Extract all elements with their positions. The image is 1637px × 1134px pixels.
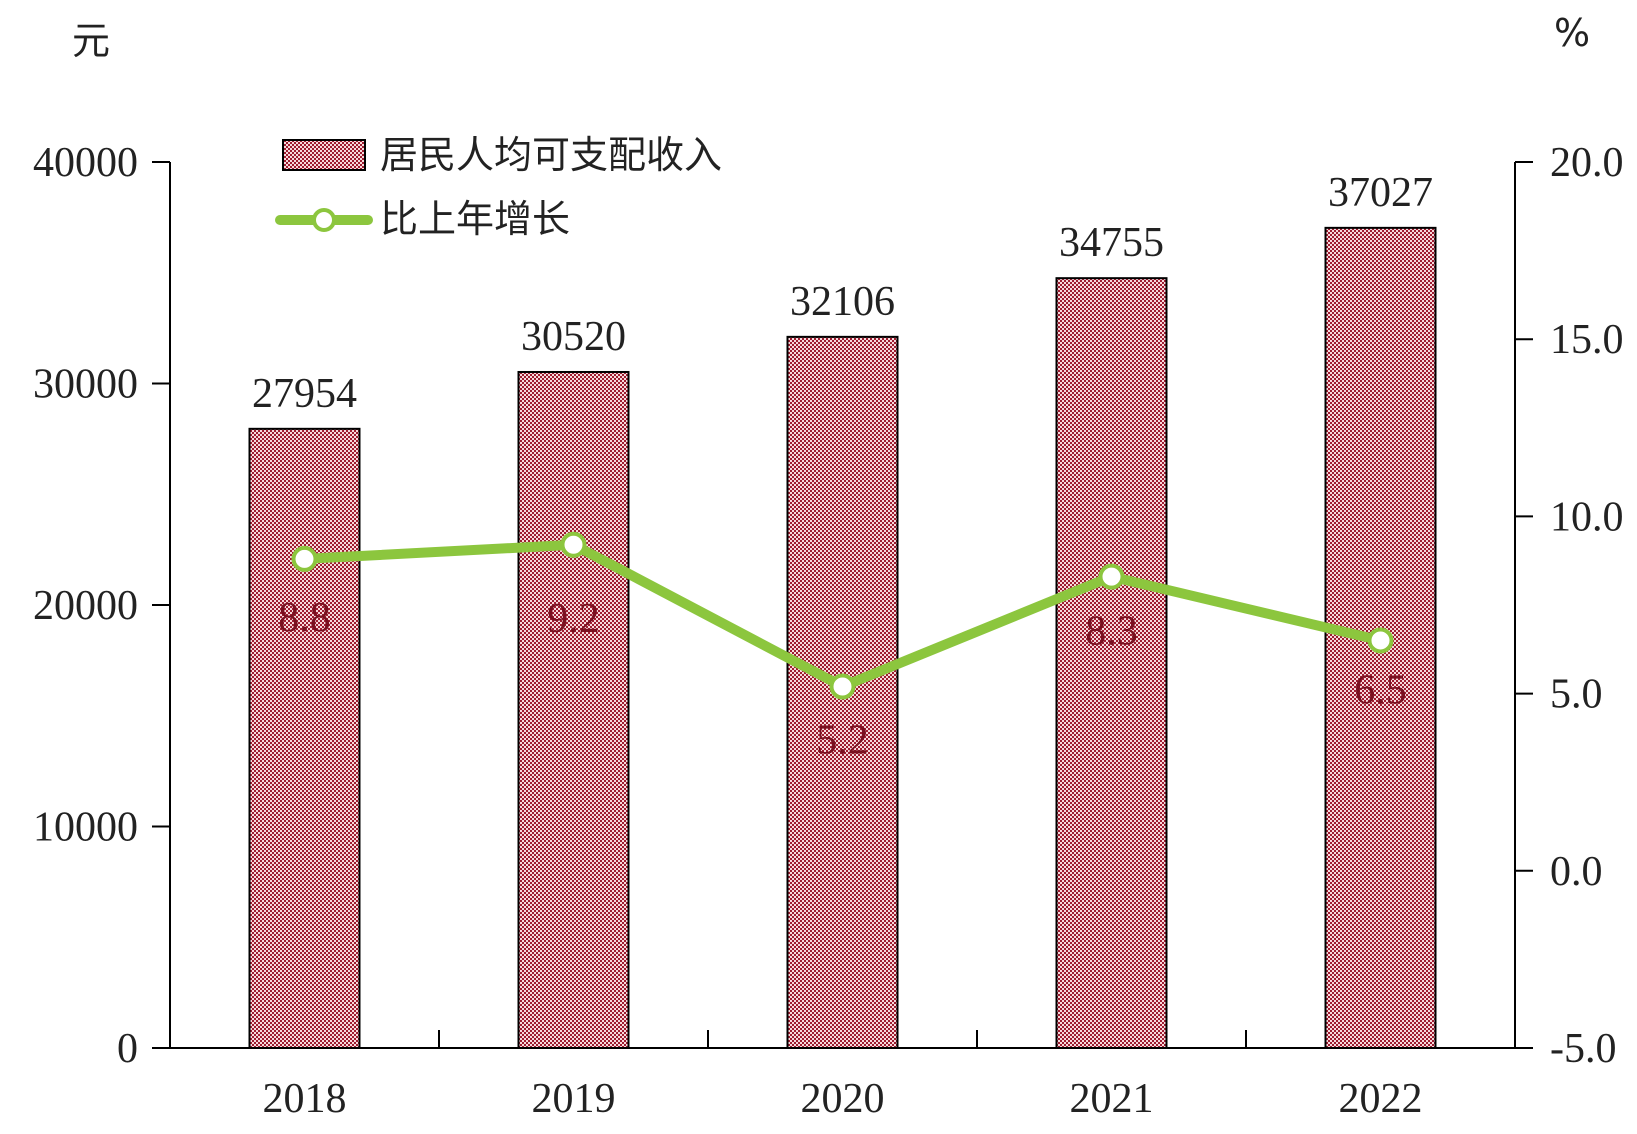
growth-point-2021	[1098, 563, 1125, 590]
right-tick-label-5.0: 5.0	[1550, 672, 1603, 718]
bar-value-label-2022: 37027	[1328, 170, 1433, 216]
right-tick-label-10.0: 10.0	[1550, 494, 1624, 540]
legend-line-marker	[312, 208, 336, 232]
growth-point-2022	[1367, 627, 1394, 654]
growth-value-label-2022: 6.5	[1354, 667, 1407, 713]
right-tick-label-20.0: 20.0	[1550, 140, 1624, 186]
growth-point-2019	[560, 531, 587, 558]
right-axis-unit: %	[1554, 11, 1590, 55]
left-tick-label-40000: 40000	[33, 140, 138, 186]
growth-line-group	[291, 531, 1394, 700]
left-tick-label-10000: 10000	[33, 805, 138, 851]
bar-value-label-2021: 34755	[1059, 220, 1164, 266]
x-tick-label-2020: 2020	[801, 1076, 885, 1122]
x-tick-label-2021: 2021	[1070, 1076, 1154, 1122]
left-tick-label-0: 0	[117, 1026, 138, 1072]
right-tick-label-0.0: 0.0	[1550, 849, 1603, 895]
left-axis-unit: 元	[72, 19, 110, 63]
growth-point-2018	[291, 545, 318, 572]
growth-value-label-2020: 5.2	[816, 718, 869, 764]
legend-bar-swatch	[282, 139, 366, 171]
bar-value-label-2019: 30520	[521, 314, 626, 360]
bar-2018	[248, 427, 361, 1049]
growth-value-label-2018: 8.8	[278, 595, 331, 641]
right-tick-label-15.0: 15.0	[1550, 317, 1624, 363]
growth-point-2020	[829, 673, 856, 700]
x-tick-label-2018: 2018	[263, 1076, 347, 1122]
bar-2021	[1055, 277, 1168, 1049]
growth-value-label-2019: 9.2	[547, 596, 600, 642]
legend-bar-label: 居民人均可支配收入	[380, 133, 722, 177]
left-tick-label-30000: 30000	[33, 362, 138, 408]
left-tick-label-20000: 20000	[33, 583, 138, 629]
legend: 居民人均可支配收入 比上年增长	[275, 133, 722, 241]
x-tick-label-2019: 2019	[532, 1076, 616, 1122]
x-tick-label-2022: 2022	[1339, 1076, 1423, 1122]
bar-2019	[517, 370, 630, 1049]
growth-value-label-2021: 8.3	[1085, 609, 1138, 655]
bar-value-label-2018: 27954	[252, 371, 357, 417]
right-tick-label--5.0: -5.0	[1550, 1026, 1617, 1072]
legend-line-label: 比上年增长	[380, 197, 570, 241]
bar-value-label-2020: 32106	[790, 279, 895, 325]
axes: 0 10000 20000 30000 40000 -5.0 0.0 5.0 10.0 15.0 2…	[33, 140, 1624, 1122]
bars	[248, 226, 1437, 1050]
data-labels: 27954 30520 32106 34755 37027 8.8 9.2 5.2 8.3 6.5	[252, 170, 1433, 764]
